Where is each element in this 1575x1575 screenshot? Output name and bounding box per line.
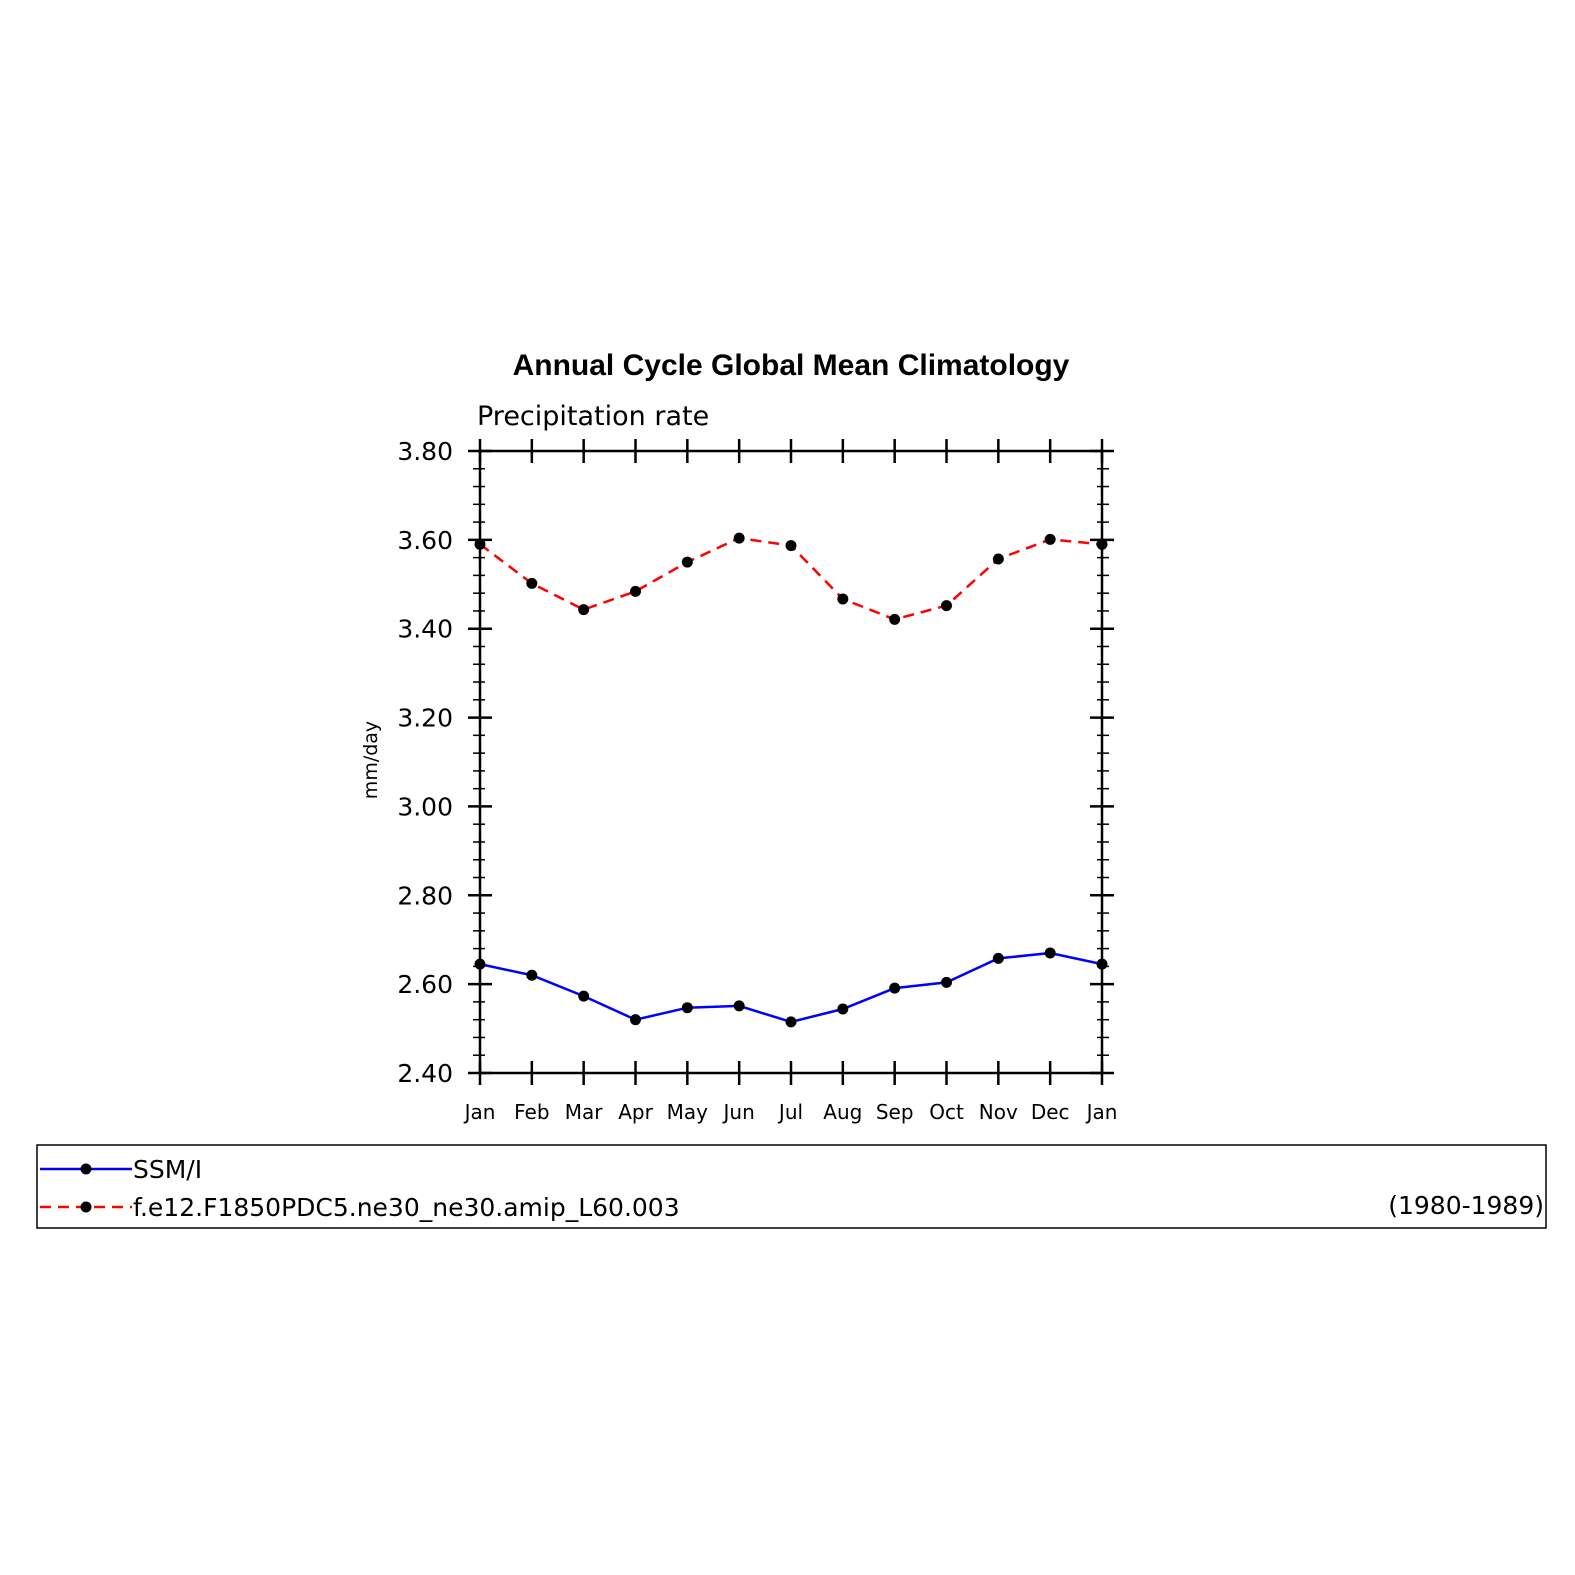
series-1-point xyxy=(941,976,952,988)
series-line-1 xyxy=(479,951,1103,1024)
legend-marker-2 xyxy=(80,1201,92,1213)
series-1-point xyxy=(785,1016,797,1028)
y-tick-label: 3.00 xyxy=(397,792,453,821)
chart-subtitle: Precipitation rate xyxy=(477,401,709,432)
x-tick-label: Dec xyxy=(1031,1100,1070,1124)
y-tick-label: 3.80 xyxy=(397,437,453,466)
series-2-point xyxy=(1044,533,1056,545)
series-2-point xyxy=(941,600,952,612)
series-1-point xyxy=(733,1000,745,1012)
x-tick-label: Nov xyxy=(979,1100,1018,1124)
x-tick-label: Aug xyxy=(823,1100,862,1124)
series-2-point xyxy=(578,604,590,616)
x-tick-label: May xyxy=(667,1100,709,1124)
legend: (1980-1989) SSM/I f.e12.F1850PDC5.ne30_ne… xyxy=(36,1144,1547,1229)
series-2-point xyxy=(1096,538,1108,550)
series-2-point xyxy=(837,593,849,605)
chart-title: Annual Cycle Global Mean Climatology xyxy=(513,349,1070,382)
x-tick-label: Jan xyxy=(1085,1100,1118,1124)
series-1-point xyxy=(681,1002,693,1014)
legend-label-1: SSM/I xyxy=(133,1155,202,1184)
y-tick-label: 2.40 xyxy=(397,1059,453,1088)
x-tick-label: Apr xyxy=(618,1100,653,1124)
x-tick-label: Feb xyxy=(514,1100,549,1124)
legend-label-2: f.e12.F1850PDC5.ne30_ne30.amip_L60.003 xyxy=(133,1193,680,1222)
y-tick-label: 3.40 xyxy=(397,615,453,644)
x-tick-label: Mar xyxy=(565,1100,604,1124)
series-2-point xyxy=(889,613,901,625)
series-2-point xyxy=(733,532,745,544)
series-1-point xyxy=(1096,958,1108,970)
series-1-point xyxy=(630,1014,641,1026)
series-1-point xyxy=(474,958,486,970)
series-2-point xyxy=(681,556,693,568)
series-2-point xyxy=(630,585,641,597)
x-tick-label: Jun xyxy=(722,1100,755,1124)
y-tick-label: 2.80 xyxy=(397,881,453,910)
series-1-point xyxy=(992,952,1004,964)
series-2-point xyxy=(526,577,538,589)
axes: 2.40 2.60 2.80 3.00 3.20 3.40 3.60 3.80 Jan Feb Ma… xyxy=(397,437,1117,1124)
x-tick-label: Jul xyxy=(777,1100,803,1124)
y-tick-label: 3.60 xyxy=(397,526,453,555)
x-tick-label: Sep xyxy=(876,1100,914,1124)
series-1-point xyxy=(889,982,901,994)
legend-box xyxy=(36,1144,1547,1229)
series-1-point xyxy=(578,990,590,1002)
series-2-point xyxy=(785,540,797,552)
series-1-point xyxy=(526,969,538,981)
y-tick-label: 3.20 xyxy=(397,704,453,733)
legend-marker-1 xyxy=(80,1163,92,1175)
series-layer xyxy=(474,532,1108,1028)
legend-note: (1980-1989) xyxy=(1388,1191,1544,1220)
x-tick-label: Jan xyxy=(463,1100,496,1124)
y-axis-label: mm/day xyxy=(360,721,382,799)
x-tick-label: Oct xyxy=(929,1100,964,1124)
series-1-point xyxy=(837,1003,849,1015)
series-2-point xyxy=(992,553,1004,565)
y-tick-label: 2.60 xyxy=(397,970,453,999)
series-2-point xyxy=(474,538,486,550)
series-1-point xyxy=(1044,947,1056,959)
